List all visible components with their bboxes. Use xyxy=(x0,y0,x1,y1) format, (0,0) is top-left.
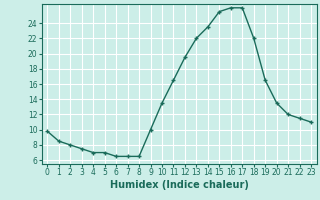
X-axis label: Humidex (Indice chaleur): Humidex (Indice chaleur) xyxy=(110,180,249,190)
